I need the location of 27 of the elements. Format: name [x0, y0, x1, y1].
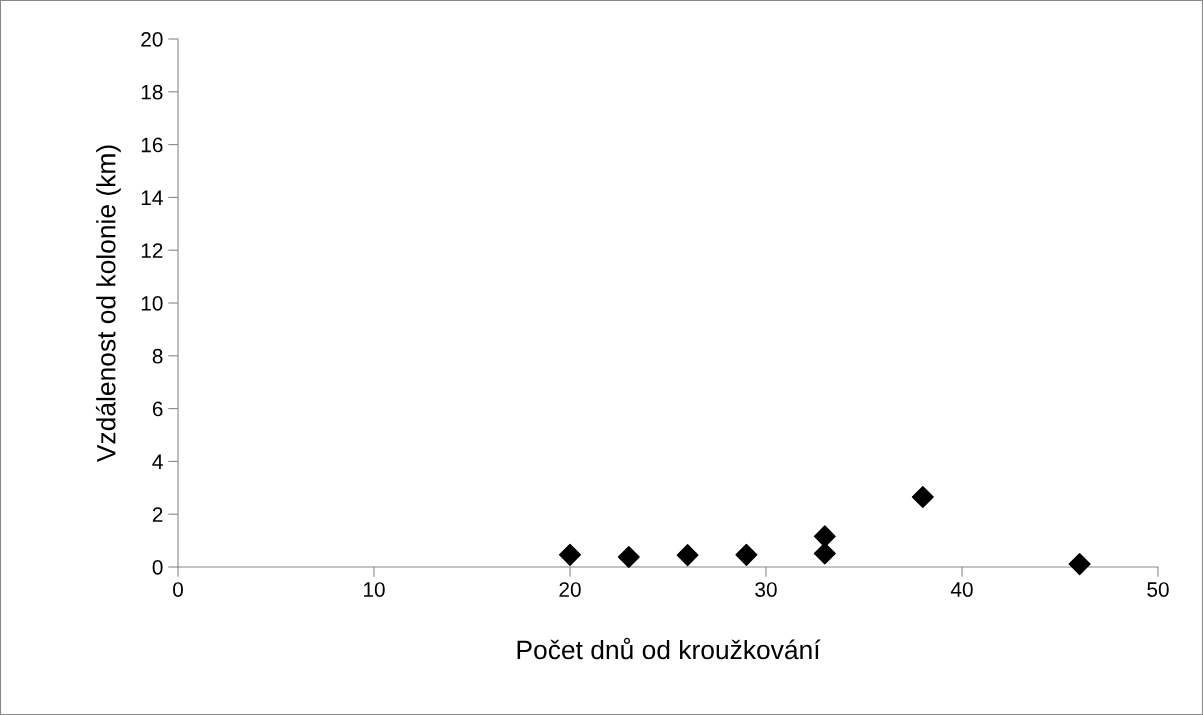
- x-tick-label: 0: [173, 582, 183, 597]
- y-tick-label: 8: [152, 348, 163, 364]
- y-tick-label: 12: [141, 243, 163, 258]
- x-tick-label: 30: [755, 582, 777, 597]
- y-tick-label: 14: [141, 190, 163, 205]
- point: [813, 525, 836, 548]
- y-tick-label: 20: [141, 32, 163, 47]
- point: [735, 543, 758, 566]
- point: [911, 486, 934, 509]
- x-axis-title: Počet dnů od kroužkování: [517, 637, 821, 660]
- point: [676, 544, 699, 567]
- y-tick-label: 10: [141, 296, 163, 311]
- point: [813, 542, 836, 565]
- y-tick-label: 0: [152, 560, 163, 575]
- x-tick-label: 10: [364, 582, 385, 597]
- y-tick-label: 16: [141, 137, 163, 153]
- y-tick-label: 18: [141, 84, 163, 100]
- x-tick-label: 20: [559, 582, 581, 597]
- y-tick-label: 6: [152, 401, 163, 417]
- y-axis-title: Vzdálenost od kolonie (km): [95, 145, 121, 463]
- x-tick-label: 50: [1147, 582, 1169, 597]
- y-tick-label: 4: [152, 454, 163, 469]
- point: [559, 543, 581, 566]
- point: [1068, 553, 1091, 576]
- point: [617, 545, 640, 568]
- x-tick-label: 40: [950, 582, 973, 597]
- y-tick-label: 2: [152, 507, 163, 522]
